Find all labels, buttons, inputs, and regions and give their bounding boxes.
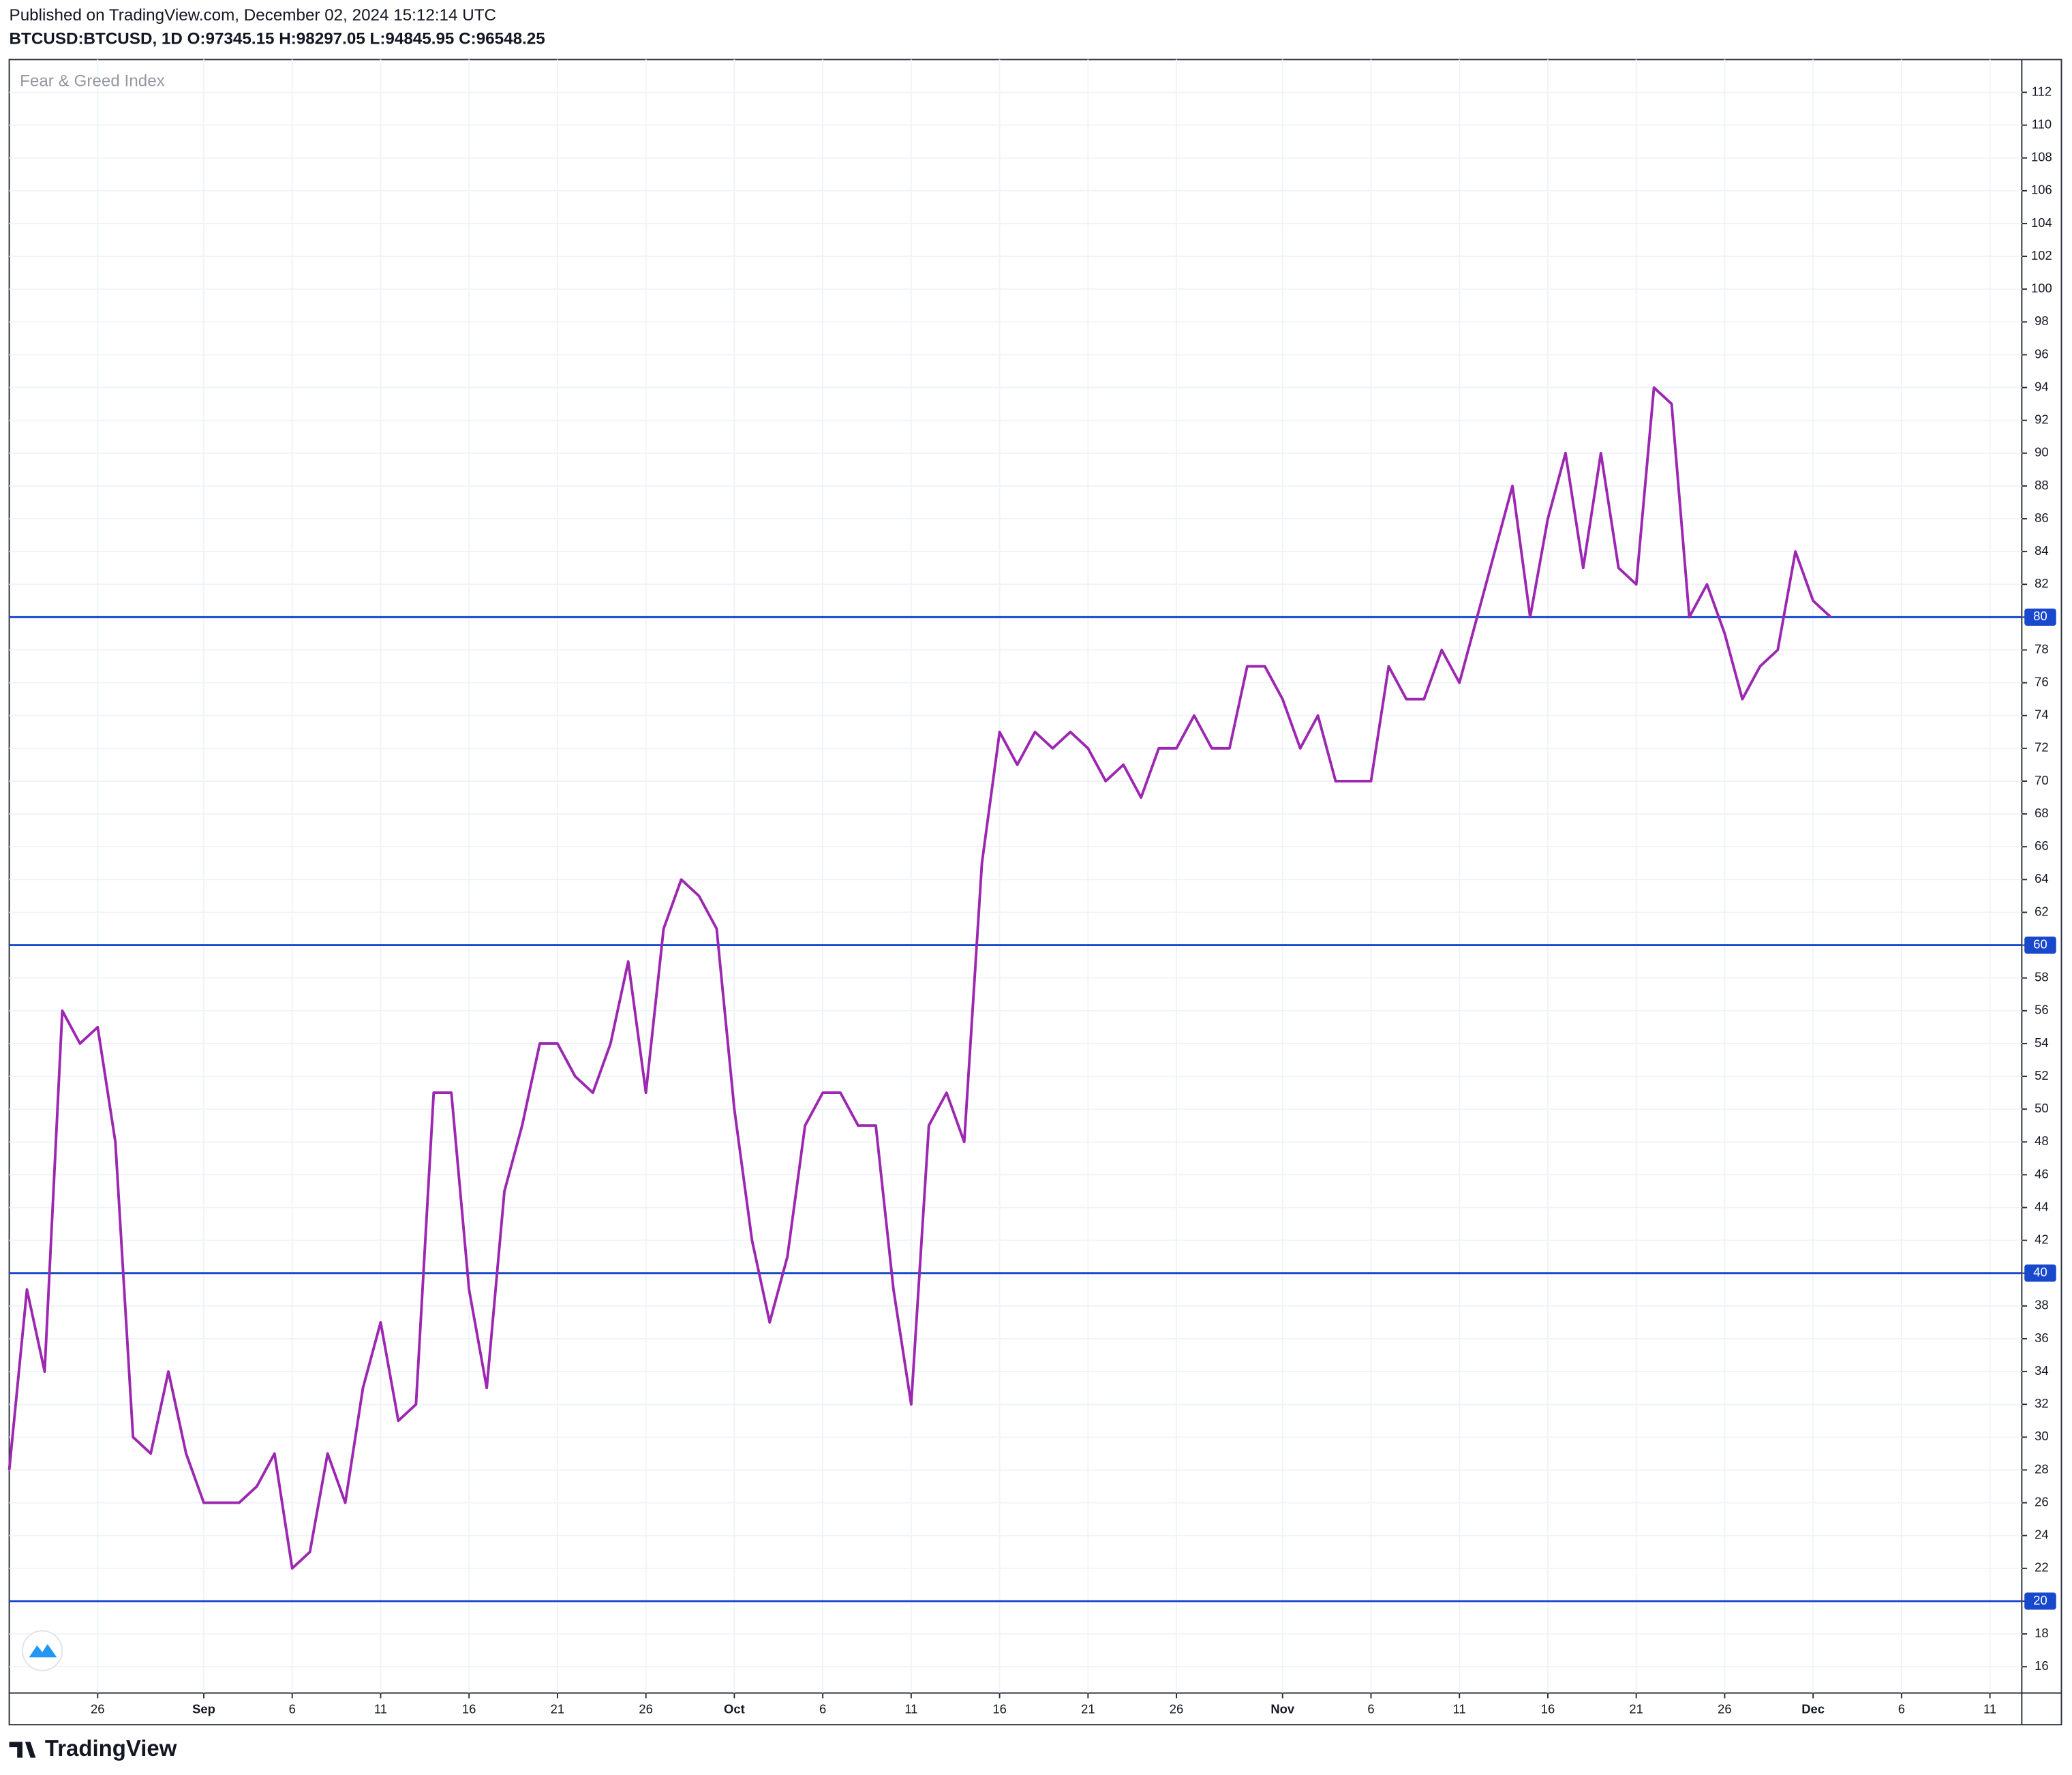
x-tick-label: 21 <box>1081 1702 1095 1716</box>
x-tick-label: Oct <box>724 1702 745 1716</box>
level-label-box <box>2024 936 2056 954</box>
level-label: 20 <box>2033 1593 2047 1607</box>
x-tick-label: Nov <box>1270 1702 1295 1716</box>
y-tick-label: 104 <box>2031 215 2052 230</box>
y-tick-label: 78 <box>2035 641 2048 656</box>
frame <box>8 59 2062 1726</box>
y-tick-label: 66 <box>2035 838 2048 853</box>
y-tick-label: 28 <box>2035 1461 2048 1476</box>
y-tick-label: 38 <box>2035 1298 2048 1312</box>
y-tick-label: 108 <box>2031 150 2052 164</box>
y-tick-label: 106 <box>2031 183 2052 197</box>
level-label: 40 <box>2033 1265 2047 1279</box>
level-label-box <box>2024 1264 2056 1282</box>
y-tick-label: 94 <box>2035 379 2048 393</box>
x-tick-label: 6 <box>289 1702 296 1716</box>
y-tick-label: 32 <box>2035 1396 2048 1410</box>
brand-logo: TradingView <box>9 1735 177 1761</box>
level-label: 80 <box>2033 609 2047 623</box>
y-tick-label: 62 <box>2035 904 2048 918</box>
x-tick-label: 16 <box>992 1702 1006 1716</box>
y-tick-label: 36 <box>2035 1331 2048 1345</box>
series-line <box>7 386 1832 1570</box>
ticker: BTCUSD:BTCUSD, 1D O:97345.15 H:98297.05 … <box>10 30 545 48</box>
y-tick-label: 112 <box>2032 84 2052 98</box>
x-tick-label: 21 <box>1629 1702 1643 1716</box>
y-tick-label: 72 <box>2035 740 2048 755</box>
x-tick-label: 11 <box>1453 1702 1466 1716</box>
y-tick-label: 88 <box>2035 478 2048 492</box>
y-tick-label: 102 <box>2031 248 2052 262</box>
x-tick-label: 21 <box>551 1702 564 1716</box>
y-tick-label: 90 <box>2035 445 2048 459</box>
x-tick-label: 11 <box>904 1702 917 1716</box>
y-tick-label: 24 <box>2035 1528 2048 1542</box>
y-tick-label: 84 <box>2035 543 2048 558</box>
y-tick-label: 58 <box>2035 970 2048 984</box>
marks: 20 40 60 80 <box>7 386 2056 1610</box>
y-tick-label: 110 <box>2032 117 2052 131</box>
x-tick-label: 26 <box>1718 1702 1731 1716</box>
x-tick-label: 16 <box>1541 1702 1555 1716</box>
y-tick-label: 50 <box>2035 1101 2048 1115</box>
y-tick-label: 26 <box>2035 1494 2048 1508</box>
y-tick-label: 70 <box>2035 773 2048 787</box>
published: Published on TradingView.com, December 0… <box>10 6 496 25</box>
y-tick-label: 22 <box>2035 1560 2048 1575</box>
level-label-box <box>2024 1592 2056 1610</box>
y-tick-label: 54 <box>2035 1035 2048 1050</box>
y-tick-label: 92 <box>2035 412 2048 427</box>
y-tick-label: 52 <box>2035 1068 2048 1082</box>
y-tick-label: 68 <box>2035 806 2048 820</box>
y-tick-label: 64 <box>2035 871 2048 885</box>
y-tick-label: 96 <box>2035 346 2048 361</box>
x-tick-label: Sep <box>192 1702 215 1716</box>
y-tick-label: 98 <box>2035 314 2048 328</box>
x-tick-label: Dec <box>1801 1702 1825 1716</box>
x-tick-label: 26 <box>639 1702 652 1716</box>
x-tick-label: 6 <box>819 1702 826 1716</box>
x-tick-label: 11 <box>1983 1702 1996 1716</box>
y-tick-label: 82 <box>2035 576 2048 590</box>
indicator-title: Fear & Greed Index <box>20 72 165 91</box>
y-tick-label: 30 <box>2035 1429 2048 1443</box>
x-tick-label: 26 <box>1170 1702 1183 1716</box>
logo-badge <box>21 1630 63 1671</box>
y-tick-label: 34 <box>2035 1363 2048 1378</box>
y-tick-label: 48 <box>2035 1134 2048 1148</box>
level-label: 60 <box>2033 937 2047 951</box>
x-tick-label: 11 <box>374 1702 387 1716</box>
y-tick-label: 74 <box>2035 708 2048 722</box>
y-tick-label: 42 <box>2035 1232 2048 1247</box>
x-tick-label: 16 <box>462 1702 476 1716</box>
y-tick-label: 86 <box>2035 511 2048 525</box>
y-tick-label: 76 <box>2035 674 2048 688</box>
y-tick-label: 56 <box>2035 1003 2048 1017</box>
brand: TradingView <box>45 1735 177 1761</box>
x-tick-label: 6 <box>1367 1702 1374 1716</box>
y-tick-label: 100 <box>2031 281 2052 295</box>
x-tick-label: 26 <box>91 1702 104 1716</box>
y-tick-label: 18 <box>2035 1626 2048 1640</box>
x-tick-label: 6 <box>1898 1702 1905 1716</box>
y-tick-label: 16 <box>2035 1658 2048 1673</box>
y-tick-label: 46 <box>2035 1166 2048 1181</box>
grid: 16 18 20 22 24 26 28 30 32 34 36 38 40 42 44 46 48 50 52 54… <box>9 59 2052 1716</box>
y-tick-label: 44 <box>2035 1199 2048 1213</box>
level-label-box <box>2024 608 2056 626</box>
